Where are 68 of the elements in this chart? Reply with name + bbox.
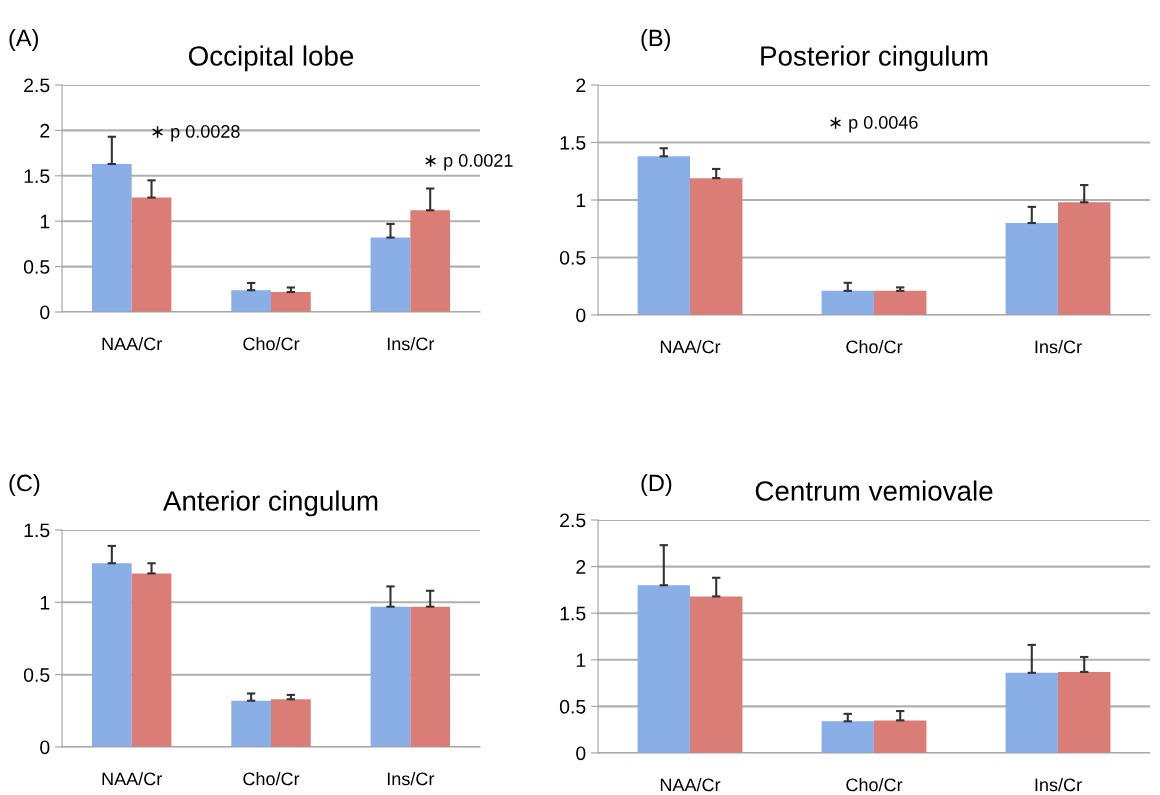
x-tick-label: NAA/Cr: [660, 778, 721, 792]
y-tick-label: 0: [576, 308, 586, 323]
chart-title: Occipital lobe: [188, 45, 354, 72]
annotation: ∗ p 0.0046: [830, 116, 918, 133]
y-tick-label: 1: [40, 214, 50, 229]
y-tick-label: 1.5: [24, 523, 50, 538]
y-tick-label: 2.5: [24, 78, 50, 93]
bar: [271, 699, 311, 747]
y-tick-label: 0.5: [23, 668, 50, 682]
bar: [370, 237, 411, 312]
text: (B): [641, 29, 671, 51]
bar: [231, 700, 271, 747]
bar: [1058, 671, 1111, 753]
bar: [821, 290, 874, 315]
annotation: ∗ p 0.0028: [152, 125, 240, 142]
y-tick-label: 0: [40, 305, 50, 320]
bar: [91, 164, 132, 312]
x-tick-label: Cho/Cr: [243, 337, 300, 351]
bar: [637, 156, 690, 315]
x-tick-label: Cho/Cr: [846, 340, 903, 354]
y-tick-label: 0.5: [559, 250, 586, 265]
y-tick-label: 2.5: [560, 513, 586, 528]
chart-title: Posterior cingulum: [761, 45, 988, 72]
bar: [821, 721, 874, 753]
text: (D): [641, 473, 672, 496]
bar: [410, 606, 451, 747]
text: (A): [9, 29, 39, 51]
y-tick-label: 1.5: [560, 136, 586, 150]
x-tick-label: Cho/Cr: [243, 772, 300, 786]
chart-title: Anterior cingulum: [162, 490, 378, 517]
y-tick-label: 0: [40, 740, 50, 755]
bar: [637, 585, 690, 753]
x-tick-label: NAA/Cr: [102, 772, 162, 786]
x-tick-label: Ins/Cr: [387, 772, 435, 786]
y-tick-label: 1.5: [560, 606, 586, 621]
text: (C): [9, 473, 40, 496]
bar: [91, 563, 132, 747]
x-tick-label: Cho/Cr: [846, 778, 903, 792]
y-tick-label: 1.5: [24, 169, 50, 184]
bar: [1005, 672, 1058, 753]
x-tick-label: Ins/Cr: [387, 337, 435, 351]
y-tick-label: 0.5: [23, 260, 50, 274]
bar: [131, 197, 172, 312]
bar: [690, 178, 743, 315]
bar: [690, 596, 743, 753]
annotation: ∗ p 0.0021: [425, 154, 513, 171]
y-tick-label: 2: [576, 560, 586, 574]
bar: [1005, 223, 1058, 315]
y-tick-label: 2: [40, 123, 50, 138]
x-tick-label: Ins/Cr: [1035, 778, 1082, 792]
bar: [874, 290, 927, 315]
x-tick-label: NAA/Cr: [660, 340, 721, 354]
bar: [874, 720, 927, 753]
chart-title: Centrum vemiovale: [755, 480, 993, 501]
y-tick-label: 1: [576, 193, 586, 208]
bar: [370, 606, 411, 747]
x-tick-label: Ins/Cr: [1035, 340, 1082, 354]
y-tick-label: 0: [576, 746, 586, 761]
bar: [131, 573, 172, 747]
bar: [231, 290, 271, 312]
y-tick-label: 0.5: [559, 699, 586, 714]
bar: [1058, 202, 1111, 315]
bar: [410, 210, 451, 312]
bar: [271, 292, 311, 312]
y-tick-label: 1: [40, 596, 50, 610]
y-tick-label: 1: [576, 653, 586, 667]
x-tick-label: NAA/Cr: [102, 337, 162, 351]
y-tick-label: 2: [576, 78, 586, 93]
